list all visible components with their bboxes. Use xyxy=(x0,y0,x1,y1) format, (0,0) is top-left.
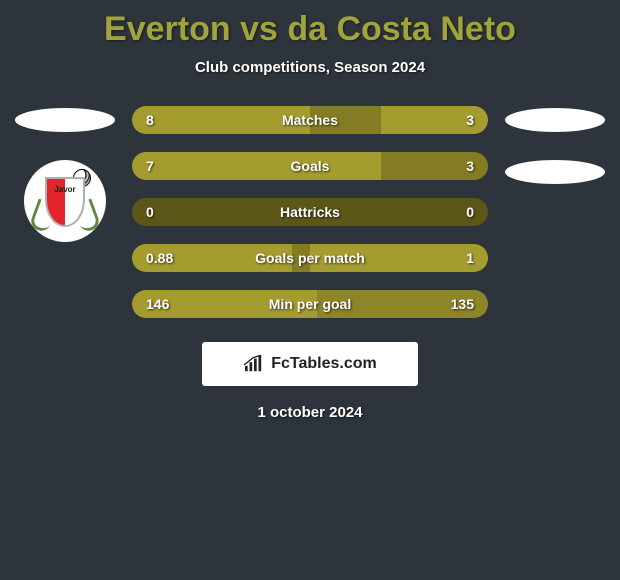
stat-label: Min per goal xyxy=(269,296,351,312)
stat-left-value: 7 xyxy=(146,158,154,174)
stat-right-value: 135 xyxy=(451,296,474,312)
stat-label: Matches xyxy=(282,112,338,128)
page-subtitle: Club competitions, Season 2024 xyxy=(0,59,620,76)
stat-right-value: 0 xyxy=(466,204,474,220)
stat-row: 0 Hattricks 0 xyxy=(132,198,488,226)
stat-overlay: 7 Goals 3 xyxy=(132,152,488,180)
logo-text: Javor xyxy=(33,185,97,194)
club-crest-icon: Javor xyxy=(33,169,97,233)
stat-overlay: 146 Min per goal 135 xyxy=(132,290,488,318)
stat-row: 146 Min per goal 135 xyxy=(132,290,488,318)
stat-right-value: 3 xyxy=(466,112,474,128)
right-team-slot-1 xyxy=(505,108,605,132)
left-team-logo: Javor xyxy=(24,160,106,242)
stat-right-value: 3 xyxy=(466,158,474,174)
right-column xyxy=(500,106,610,318)
stat-label: Goals per match xyxy=(255,250,365,266)
stat-row: 0.88 Goals per match 1 xyxy=(132,244,488,272)
stat-left-value: 0 xyxy=(146,204,154,220)
stat-overlay: 8 Matches 3 xyxy=(132,106,488,134)
stat-row: 8 Matches 3 xyxy=(132,106,488,134)
stat-label: Goals xyxy=(291,158,330,174)
stat-overlay: 0.88 Goals per match 1 xyxy=(132,244,488,272)
date-line: 1 october 2024 xyxy=(0,404,620,421)
stat-left-value: 0.88 xyxy=(146,250,173,266)
stats-bars: 8 Matches 3 7 Goals 3 0 Hattricks 0 0.88 Goals per… xyxy=(132,106,488,318)
barchart-icon xyxy=(243,355,265,373)
stat-label: Hattricks xyxy=(280,204,340,220)
right-team-slot-2 xyxy=(505,160,605,184)
stat-row: 7 Goals 3 xyxy=(132,152,488,180)
left-team-slot-1 xyxy=(15,108,115,132)
brand-text: FcTables.com xyxy=(271,355,377,373)
brand-badge: FcTables.com xyxy=(202,342,418,386)
page-title: Everton vs da Costa Neto xyxy=(0,0,620,49)
left-column: Javor xyxy=(10,106,120,318)
stat-right-value: 1 xyxy=(466,250,474,266)
comparison-area: Javor 8 Matches 3 7 Goals 3 0 Hattricks 0 0.88 Goa… xyxy=(0,106,620,318)
stat-overlay: 0 Hattricks 0 xyxy=(132,198,488,226)
stat-left-value: 8 xyxy=(146,112,154,128)
stat-left-value: 146 xyxy=(146,296,169,312)
